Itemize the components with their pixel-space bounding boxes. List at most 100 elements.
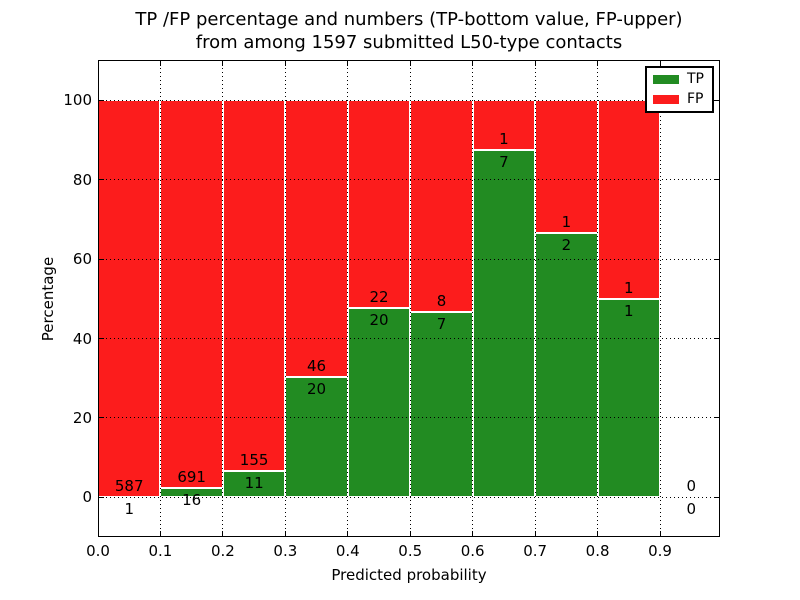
x-tick-mark-top <box>597 60 599 66</box>
y-tick-mark <box>98 179 104 181</box>
bar-tp-segment <box>285 377 348 498</box>
bar-count-tp: 11 <box>244 474 264 493</box>
x-tick-mark-top <box>534 60 536 66</box>
x-tick-label: 0.7 <box>523 542 548 560</box>
bar-count-fp: 8 <box>436 292 447 311</box>
bar-fp-segment <box>285 100 348 378</box>
y-tick-mark-right <box>714 99 720 101</box>
y-tick-label: 100 <box>63 91 92 110</box>
bar-count-fp: 1 <box>561 212 572 231</box>
y-tick-mark-right <box>714 179 720 181</box>
bar-count-fp: 46 <box>307 357 327 376</box>
y-tick-mark-right <box>714 417 720 419</box>
legend-swatch-tp <box>653 75 679 84</box>
x-tick-label: 0.2 <box>210 542 235 560</box>
legend-label: FP <box>687 91 704 107</box>
bar-count-fp: 1 <box>624 278 634 297</box>
x-tick-mark-top <box>284 60 286 66</box>
gridline-horizontal <box>98 496 720 498</box>
x-tick-mark <box>159 531 161 537</box>
x-tick-mark <box>472 531 474 537</box>
x-tick-mark <box>284 531 286 537</box>
x-tick-label: 0.1 <box>148 542 173 560</box>
bar-fp-segment <box>160 100 223 489</box>
x-tick-mark-top <box>472 60 474 66</box>
gridline-horizontal <box>98 258 720 260</box>
x-tick-label: 0.8 <box>585 542 610 560</box>
bar-count-fp: 155 <box>239 451 269 470</box>
y-tick-label: 40 <box>72 329 92 348</box>
y-tick-label: 0 <box>82 488 92 507</box>
x-tick-mark-top <box>347 60 349 66</box>
bar-fp-segment <box>597 100 661 299</box>
bar-count-tp: 7 <box>436 315 447 334</box>
x-tick-mark-top <box>97 60 99 66</box>
y-tick-mark-right <box>714 258 720 260</box>
legend-label: TP <box>687 71 704 87</box>
gridline-vertical <box>222 60 224 537</box>
bar-count-fp: 0 <box>686 477 697 496</box>
bar-fp-segment <box>410 100 473 313</box>
chart-title-line1: TP /FP percentage and numbers (TP-bottom… <box>135 9 683 30</box>
x-tick-label: 0.9 <box>648 542 672 560</box>
bar-tp-segment <box>410 312 473 498</box>
gridline-vertical <box>597 60 599 537</box>
x-tick-mark <box>97 531 99 537</box>
y-tick-mark <box>98 338 104 340</box>
y-axis-label: Percentage <box>39 256 57 342</box>
bar-count-tp: 20 <box>307 380 327 399</box>
x-tick-mark-top <box>222 60 224 66</box>
y-tick-mark <box>98 258 104 260</box>
gridline-vertical <box>159 60 161 537</box>
legend-item-fp: FP <box>653 92 706 107</box>
chart-title: TP /FP percentage and numbers (TP-bottom… <box>98 8 720 54</box>
bar-count-tp: 1 <box>624 301 634 320</box>
bar-tp-segment <box>535 232 598 498</box>
y-tick-mark <box>98 417 104 419</box>
x-tick-mark <box>597 531 599 537</box>
x-tick-mark <box>659 531 661 537</box>
legend-swatch-fp <box>653 95 679 104</box>
x-tick-label: 0.4 <box>335 542 360 560</box>
bar-fp-segment <box>347 100 411 309</box>
bar-count-tp: 7 <box>499 153 509 172</box>
bar-tp-segment <box>347 308 411 498</box>
legend: TP FP <box>645 66 714 113</box>
x-tick-label: 0.6 <box>460 542 485 560</box>
gridline-horizontal <box>98 179 720 181</box>
x-tick-mark <box>534 531 536 537</box>
y-tick-mark <box>98 496 104 498</box>
x-tick-mark <box>409 531 411 537</box>
gridline-vertical <box>284 60 286 537</box>
y-tick-mark-right <box>714 496 720 498</box>
y-tick-mark <box>98 99 104 101</box>
x-tick-mark <box>222 531 224 537</box>
x-axis-label: Predicted probability <box>331 566 487 584</box>
legend-item-tp: TP <box>653 72 706 87</box>
bar-count-fp: 22 <box>369 288 389 307</box>
chart-title-line2: from among 1597 submitted L50-type conta… <box>195 32 623 53</box>
bar-count-tp: 16 <box>182 491 202 510</box>
gridline-vertical <box>347 60 349 537</box>
bar-count-fp: 1 <box>499 130 509 149</box>
gridline-horizontal <box>98 338 720 340</box>
bar-tp-segment <box>472 150 536 498</box>
gridline-vertical <box>534 60 536 537</box>
gridline-vertical <box>472 60 474 537</box>
y-tick-label: 20 <box>72 408 92 427</box>
bar-fp-segment <box>535 100 598 233</box>
x-tick-mark-top <box>159 60 161 66</box>
gridline-vertical <box>659 60 661 537</box>
x-tick-mark-top <box>409 60 411 66</box>
bar-tp-segment <box>160 488 223 498</box>
y-tick-label: 60 <box>72 250 92 269</box>
bar-count-tp: 1 <box>124 499 134 518</box>
bar-fp-segment <box>98 100 161 497</box>
gridline-horizontal <box>98 417 720 419</box>
bar-tp-segment <box>222 471 286 498</box>
y-tick-mark-right <box>714 338 720 340</box>
x-tick-mark-top <box>659 60 661 66</box>
x-tick-label: 0.3 <box>273 542 298 560</box>
bar-count-fp: 691 <box>177 468 206 487</box>
bar-tp-segment <box>597 298 661 498</box>
